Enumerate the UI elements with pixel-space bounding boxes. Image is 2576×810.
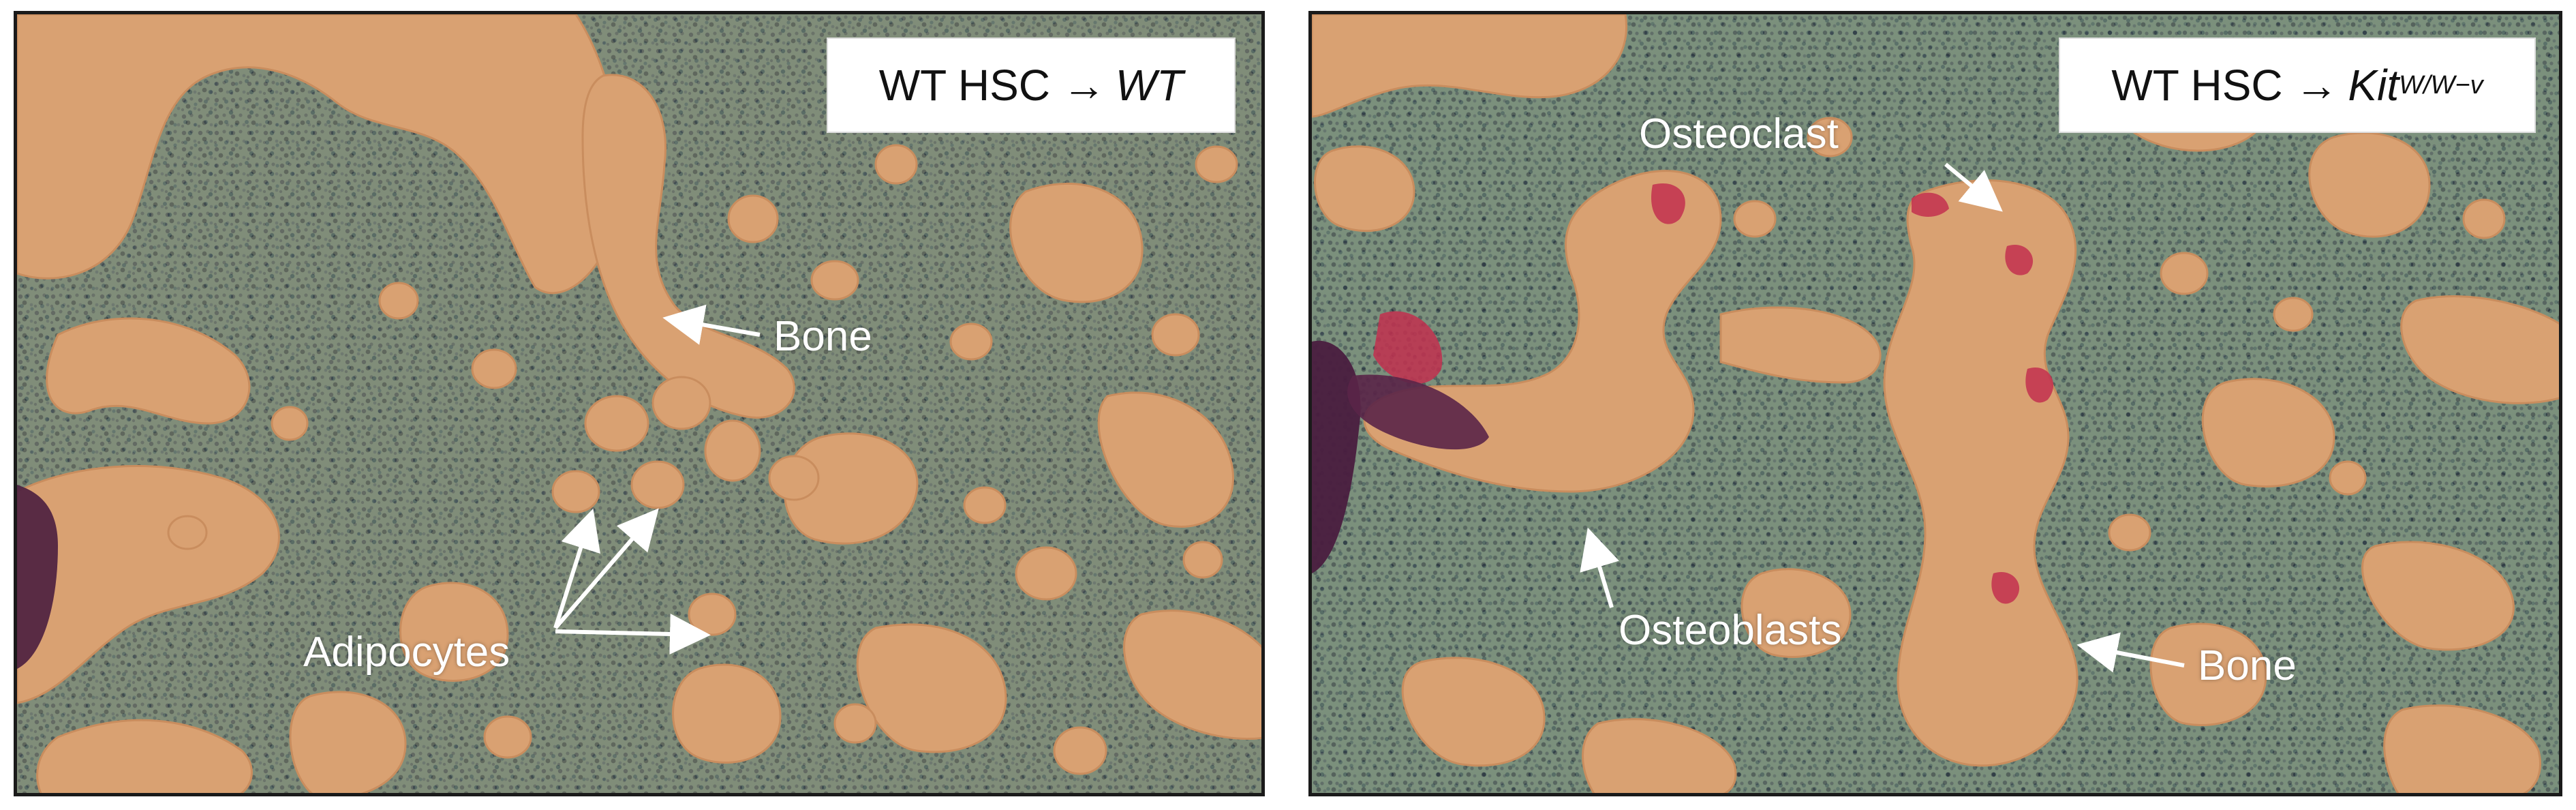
- dark-stain-region-2: [1347, 374, 1489, 450]
- bone-label: Bone: [2198, 642, 2297, 689]
- condition-label-wt: WT HSC → WT: [827, 38, 1236, 133]
- condition-prefix: WT HSC →: [2111, 61, 2339, 110]
- condition-label-kit: WT HSC → Kit W/W−v: [2059, 38, 2536, 133]
- condition-superscript: W/W−v: [2399, 70, 2483, 100]
- osteoblasts-label: Osteoblasts: [1619, 607, 1842, 654]
- osteoclast-stain: [1373, 183, 2054, 604]
- condition-recipient: WT: [1115, 61, 1184, 110]
- osteoclast-label: Osteoclast: [1639, 110, 1839, 158]
- bone-marrow-micrograph-kit: [1312, 14, 2559, 793]
- bone-marrow-micrograph-wt: [17, 14, 1261, 793]
- dark-stain-region: [17, 485, 58, 669]
- adipocytes-label: Adipocytes: [303, 629, 510, 676]
- bone-trabeculae: [17, 14, 1261, 793]
- condition-prefix: WT HSC →: [878, 61, 1106, 110]
- condition-recipient: Kit: [2348, 61, 2399, 110]
- histology-panel-wt: WT HSC → WT Bone Adipocytes: [14, 11, 1265, 796]
- histology-panel-kit: WT HSC → Kit W/W−v Osteoclast Osteoblasts…: [1308, 11, 2562, 796]
- bone-label: Bone: [773, 313, 872, 360]
